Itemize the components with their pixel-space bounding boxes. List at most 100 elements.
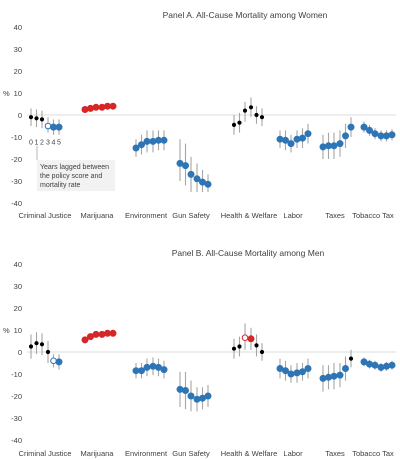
category-label: Criminal Justice [19, 449, 72, 458]
data-point [160, 366, 168, 374]
data-point [330, 372, 338, 380]
panel-b: Panel B. All-Cause Mortality among Men -4… [3, 248, 396, 458]
data-point [242, 108, 248, 113]
data-point [149, 362, 157, 370]
y-tick-label: 40 [14, 260, 22, 269]
lag-label: 5 [57, 139, 61, 146]
lag-label: 3 [46, 139, 50, 146]
annotation-text: Years lagged between [40, 164, 109, 171]
data-point [342, 132, 349, 140]
category-label: Health & Welfare [221, 211, 278, 220]
data-point [143, 137, 151, 145]
data-point [231, 122, 237, 128]
data-point [28, 344, 34, 349]
data-point [45, 349, 51, 355]
data-point [336, 140, 344, 148]
data-point [360, 123, 368, 131]
data-point [187, 392, 195, 400]
category-label: Marijuana [81, 211, 115, 220]
data-point [259, 115, 265, 120]
data-point [149, 137, 157, 145]
category-label: Taxes [325, 211, 345, 220]
data-point [193, 175, 201, 183]
y-tick-label: -10 [11, 370, 22, 379]
data-point [132, 144, 140, 152]
data-point [366, 126, 373, 134]
data-point [254, 343, 259, 348]
data-point [160, 136, 168, 144]
data-point [237, 120, 242, 125]
data-point [330, 142, 338, 150]
data-point [39, 117, 45, 122]
data-point [109, 102, 117, 110]
data-point [98, 103, 106, 111]
data-point [299, 134, 306, 142]
y-tick-label: -40 [11, 199, 22, 208]
data-point [383, 362, 390, 370]
data-point [371, 361, 379, 369]
lag-label: 1 [35, 139, 39, 146]
category-label: Criminal Justice [19, 211, 72, 220]
data-point [282, 136, 289, 144]
data-point [187, 170, 195, 178]
data-point [204, 392, 212, 400]
annotation-text: the policy score and [40, 173, 102, 180]
category-label: Labor [283, 449, 303, 458]
y-tick-label: 40 [14, 23, 22, 32]
data-point [299, 368, 306, 376]
category-label: Tobacco Tax [352, 449, 394, 458]
data-point [366, 360, 373, 368]
data-point [182, 387, 189, 394]
data-point [293, 135, 301, 143]
category-label: Gun Safety [172, 449, 210, 458]
data-point [241, 334, 249, 342]
data-point [237, 344, 242, 349]
data-point [138, 367, 145, 375]
data-point [28, 115, 34, 120]
y-tick-label: -20 [11, 155, 22, 164]
category-label: Labor [283, 211, 303, 220]
data-point [383, 132, 390, 140]
data-point [193, 395, 201, 403]
data-point [50, 357, 57, 365]
data-point [39, 342, 45, 347]
category-label: Marijuana [81, 449, 115, 458]
y-tick-label: 20 [14, 304, 22, 313]
y-tick-label: -20 [11, 392, 22, 401]
data-point [287, 140, 295, 148]
data-point [388, 361, 396, 369]
category-label: Gun Safety [172, 211, 210, 220]
data-point [377, 363, 385, 371]
data-point [138, 141, 145, 149]
lag-label: 2 [40, 139, 44, 146]
data-point [247, 335, 255, 343]
data-point [81, 106, 89, 113]
data-point [143, 363, 151, 371]
data-point [254, 112, 259, 118]
category-label: Tobacco Tax [352, 211, 394, 220]
data-point [92, 103, 100, 111]
data-point [87, 104, 94, 112]
data-point [182, 162, 189, 170]
data-point [248, 105, 254, 110]
data-point [44, 122, 52, 130]
data-point [319, 374, 327, 382]
y-tick-label: 0 [18, 111, 22, 120]
lag-label: 4 [52, 139, 56, 146]
data-point [319, 143, 327, 151]
y-tick-label: 30 [14, 282, 22, 291]
data-point [92, 330, 100, 338]
data-point [276, 135, 284, 143]
y-axis-label: % [3, 326, 10, 335]
lag-label: 0 [29, 139, 33, 146]
category-label: Environment [125, 211, 168, 220]
data-point [231, 346, 237, 351]
data-point [347, 123, 355, 131]
annotation-text: mortality rate [40, 182, 81, 189]
y-tick-label: -30 [11, 177, 22, 186]
data-point [204, 180, 212, 188]
data-point [55, 358, 63, 366]
y-tick-label: 10 [14, 89, 22, 98]
